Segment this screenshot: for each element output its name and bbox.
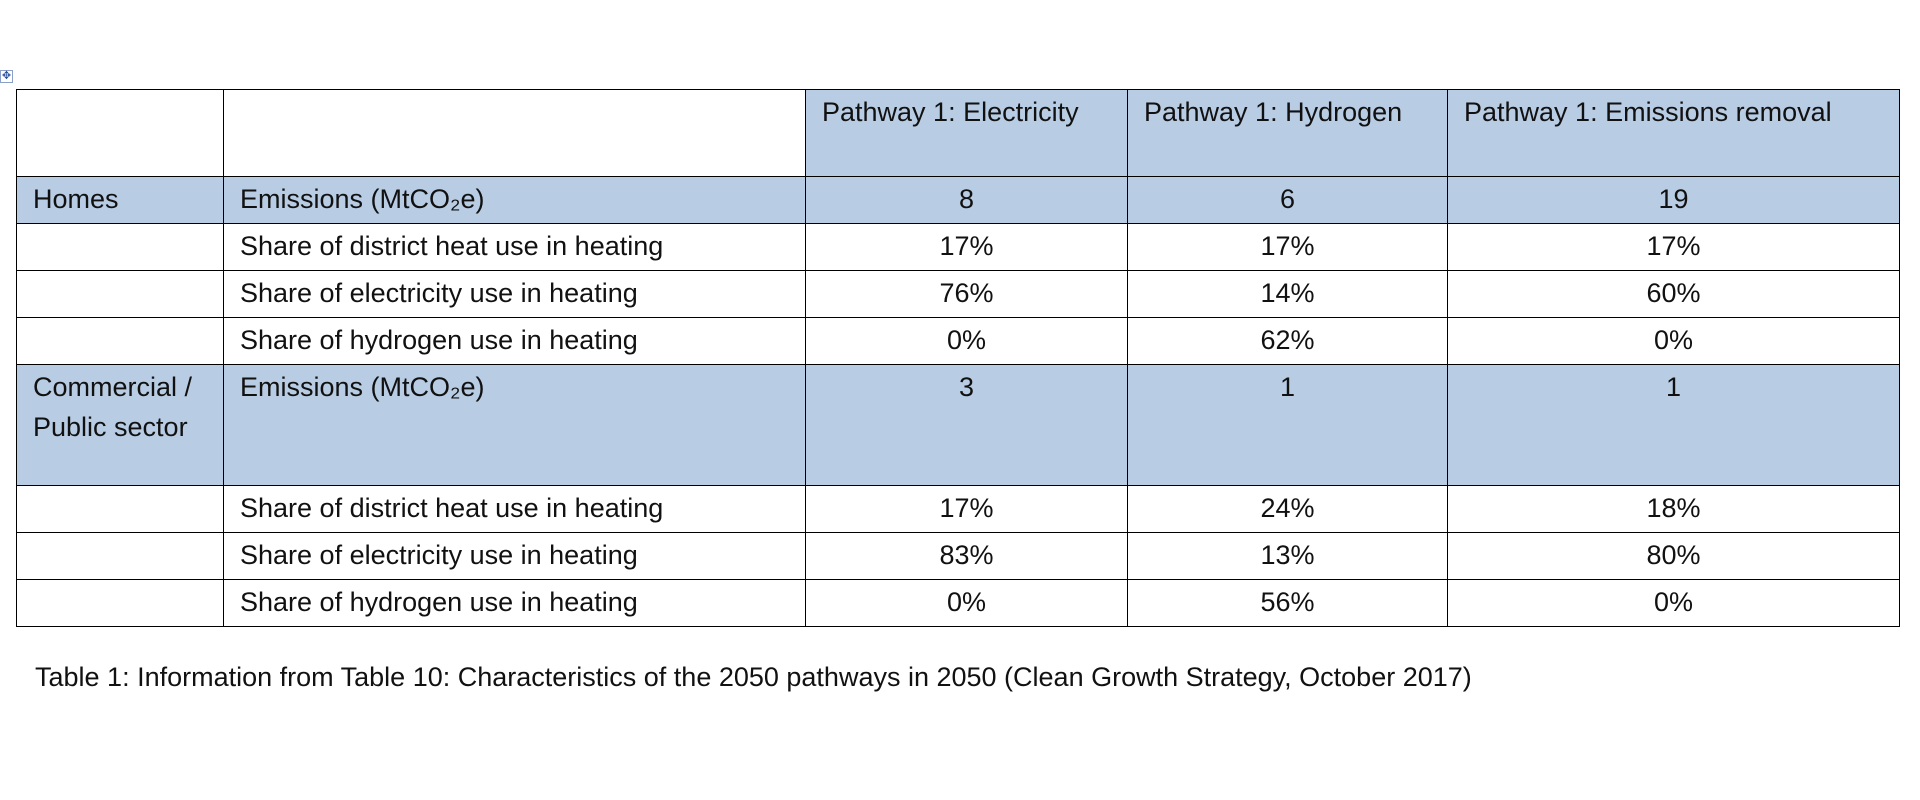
- table-row: Share of district heat use in heating 17…: [16, 485, 1900, 533]
- table-row: Share of electricity use in heating 76% …: [16, 270, 1900, 318]
- sector-cell: Commercial / Public sector: [16, 364, 224, 486]
- value-cell: 0%: [1447, 579, 1900, 627]
- sector-cell: [16, 317, 224, 365]
- value-cell: 1: [1127, 364, 1448, 486]
- sector-cell: [16, 223, 224, 271]
- value-cell: 6: [1127, 176, 1448, 224]
- value-cell: 17%: [1447, 223, 1900, 271]
- value-cell: 56%: [1127, 579, 1448, 627]
- sector-cell: [16, 270, 224, 318]
- header-cell-electricity: Pathway 1: Electricity: [805, 89, 1128, 177]
- value-cell: 1: [1447, 364, 1900, 486]
- value-cell: 8: [805, 176, 1128, 224]
- sector-cell: Homes: [16, 176, 224, 224]
- metric-cell: Emissions (MtCO₂e): [223, 176, 806, 224]
- metric-cell: Share of hydrogen use in heating: [223, 317, 806, 365]
- metric-cell: Share of district heat use in heating: [223, 485, 806, 533]
- value-cell: 0%: [805, 579, 1128, 627]
- table-row: Commercial / Public sector Emissions (Mt…: [16, 364, 1900, 486]
- table-row: Share of district heat use in heating 17…: [16, 223, 1900, 271]
- sector-cell: [16, 579, 224, 627]
- metric-cell: Emissions (MtCO₂e): [223, 364, 806, 486]
- metric-cell: Share of district heat use in heating: [223, 223, 806, 271]
- table-caption: Table 1: Information from Table 10: Char…: [35, 662, 1472, 692]
- sector-cell: [16, 532, 224, 580]
- header-cell-emissions-removal: Pathway 1: Emissions removal: [1447, 89, 1900, 177]
- value-cell: 24%: [1127, 485, 1448, 533]
- sector-cell: [16, 485, 224, 533]
- header-cell-sector: [16, 89, 224, 177]
- table-row: Homes Emissions (MtCO₂e) 8 6 19: [16, 176, 1900, 224]
- header-cell-hydrogen: Pathway 1: Hydrogen: [1127, 89, 1448, 177]
- value-cell: 14%: [1127, 270, 1448, 318]
- metric-cell: Share of electricity use in heating: [223, 532, 806, 580]
- value-cell: 83%: [805, 532, 1128, 580]
- value-cell: 17%: [805, 485, 1128, 533]
- value-cell: 17%: [1127, 223, 1448, 271]
- value-cell: 76%: [805, 270, 1128, 318]
- metric-cell: Share of electricity use in heating: [223, 270, 806, 318]
- value-cell: 19: [1447, 176, 1900, 224]
- value-cell: 60%: [1447, 270, 1900, 318]
- value-cell: 17%: [805, 223, 1128, 271]
- table-row: Share of hydrogen use in heating 0% 56% …: [16, 579, 1900, 627]
- value-cell: 80%: [1447, 532, 1900, 580]
- header-cell-metric: [223, 89, 806, 177]
- metric-cell: Share of hydrogen use in heating: [223, 579, 806, 627]
- value-cell: 0%: [1447, 317, 1900, 365]
- value-cell: 13%: [1127, 532, 1448, 580]
- table-move-handle-icon[interactable]: ✥: [0, 70, 13, 83]
- value-cell: 3: [805, 364, 1128, 486]
- value-cell: 62%: [1127, 317, 1448, 365]
- table-row: Share of hydrogen use in heating 0% 62% …: [16, 317, 1900, 365]
- value-cell: 18%: [1447, 485, 1900, 533]
- pathways-table: Pathway 1: Electricity Pathway 1: Hydrog…: [16, 89, 1900, 627]
- value-cell: 0%: [805, 317, 1128, 365]
- table-header-row: Pathway 1: Electricity Pathway 1: Hydrog…: [16, 89, 1900, 177]
- table-row: Share of electricity use in heating 83% …: [16, 532, 1900, 580]
